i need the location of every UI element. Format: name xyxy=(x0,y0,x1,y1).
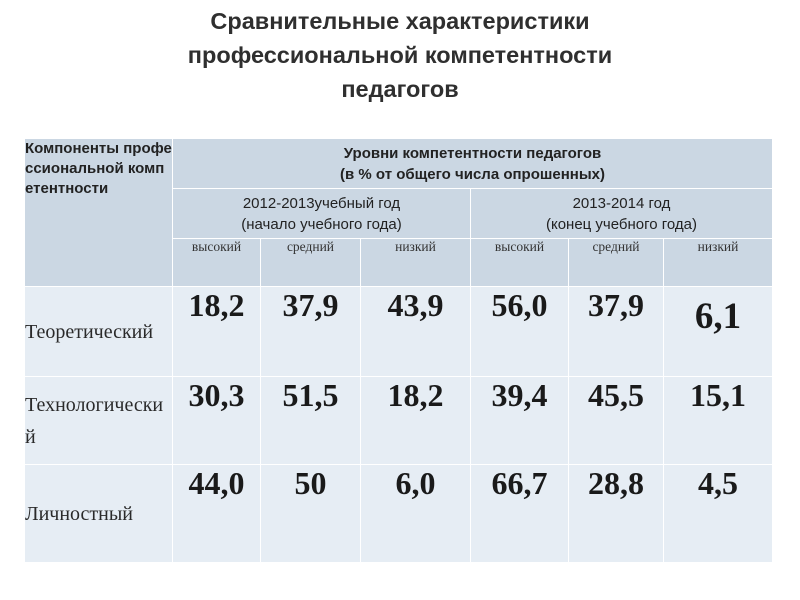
levels-header-line-1: Уровни компетентности педагогов xyxy=(343,144,602,162)
value-cell: 30,3 xyxy=(172,376,261,465)
sublevel-header: высокий xyxy=(172,238,261,287)
title-line-3: педагогов xyxy=(341,76,459,102)
title-line-1: Сравнительные характеристики xyxy=(210,8,590,34)
value-cell: 39,4 xyxy=(470,376,569,465)
value-cell: 6,1 xyxy=(663,286,773,377)
year-header-2013: 2013-2014 год (конец учебного года) xyxy=(470,188,773,239)
table-row: Теоретический 18,2 37,9 43,9 56,0 37,9 6… xyxy=(24,286,773,377)
value-cell: 50 xyxy=(260,464,361,563)
page-title: Сравнительные характеристики профессиона… xyxy=(0,4,800,106)
table-row: Личностный 44,0 50 6,0 66,7 28,8 4,5 xyxy=(24,464,773,563)
value-cell: 45,5 xyxy=(568,376,664,465)
sublevel-header: низкий xyxy=(663,238,773,287)
component-header-cell: Компоненты профессиональной компетентнос… xyxy=(24,138,173,287)
value-cell: 43,9 xyxy=(360,286,471,377)
value-cell: 44,0 xyxy=(172,464,261,563)
table-row: Технологический 30,3 51,5 18,2 39,4 45,5… xyxy=(24,376,773,465)
sublevel-header: средний xyxy=(568,238,664,287)
value-cell: 51,5 xyxy=(260,376,361,465)
value-cell: 28,8 xyxy=(568,464,664,563)
value-cell: 56,0 xyxy=(470,286,569,377)
row-label: Теоретический xyxy=(24,286,173,377)
value-cell: 15,1 xyxy=(663,376,773,465)
levels-header-cell: Уровни компетентности педагогов (в % от … xyxy=(172,138,773,189)
value-cell: 18,2 xyxy=(360,376,471,465)
levels-header-line-2: (в % от общего числа опрошенных) xyxy=(340,165,605,183)
row-label: Технологический xyxy=(24,376,173,465)
title-line-2: профессиональной компетентности xyxy=(187,42,613,68)
value-cell: 37,9 xyxy=(568,286,664,377)
year-header-2012-line-2: (начало учебного года) xyxy=(241,215,402,233)
value-cell: 66,7 xyxy=(470,464,569,563)
sublevel-header: низкий xyxy=(360,238,471,287)
year-header-2012: 2012-2013учебный год (начало учебного го… xyxy=(172,188,471,239)
year-header-2013-line-1: 2013-2014 год xyxy=(572,194,671,212)
sublevel-header: средний xyxy=(260,238,361,287)
year-header-2013-line-2: (конец учебного года) xyxy=(545,215,698,233)
competence-table: Компоненты профессиональной компетентнос… xyxy=(24,138,773,563)
row-label: Личностный xyxy=(24,464,173,563)
year-header-2012-line-1: 2012-2013учебный год xyxy=(242,194,401,212)
value-cell: 6,0 xyxy=(360,464,471,563)
value-cell: 4,5 xyxy=(663,464,773,563)
value-cell: 37,9 xyxy=(260,286,361,377)
value-cell: 18,2 xyxy=(172,286,261,377)
sublevel-header: высокий xyxy=(470,238,569,287)
